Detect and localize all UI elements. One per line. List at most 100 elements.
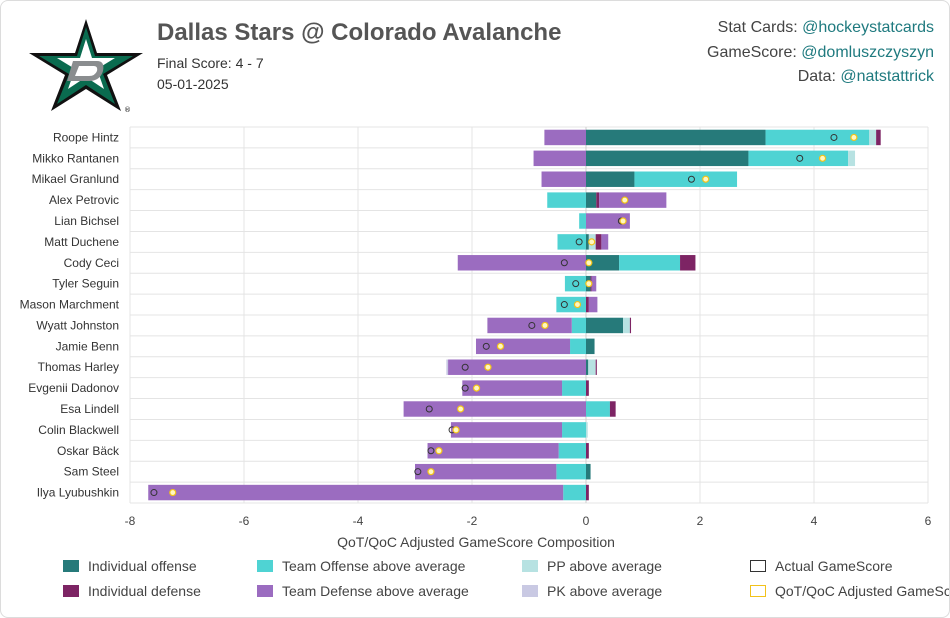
player-name-label: Tyler Seguin: [52, 277, 119, 291]
bar-segment-team-defense-above-average: [448, 359, 586, 375]
bar-segment-team-defense-above-average: [403, 401, 586, 417]
bar-segment-individual-offense: [586, 317, 624, 334]
adjusted-gamescore-marker: [472, 384, 481, 392]
legend-item: QoT/QoC Adjusted GameScore: [750, 583, 950, 599]
credit-handle-link[interactable]: @domluszczyszyn: [801, 44, 934, 61]
player-name-label: Cody Ceci: [64, 256, 119, 270]
adjusted-gamescore-marker: [435, 447, 443, 455]
player-name-label: Mikael Granlund: [32, 172, 119, 186]
x-tick-label: 2: [697, 514, 704, 528]
actual-gamescore-marker: [427, 447, 435, 455]
bar-segment-pk-above-average: [446, 359, 449, 375]
bar-segment-team-defense-above-average: [591, 275, 597, 292]
player-name-label: Jamie Benn: [56, 339, 119, 353]
legend-swatch: [257, 585, 273, 597]
bar-segment-pp-above-average: [869, 129, 877, 146]
adjusted-gamescore-marker: [169, 488, 177, 497]
adjusted-gamescore-marker: [573, 300, 582, 309]
bar-segment-individual-offense: [586, 359, 589, 375]
legend-label: PP above average: [547, 558, 662, 574]
legend-swatch: [257, 560, 273, 572]
credit-label: Data:: [797, 68, 841, 85]
adjusted-gamescore-marker: [452, 426, 460, 434]
bar-segment-team-offense-above-average: [570, 338, 586, 355]
legend-swatch: [522, 585, 538, 597]
credit-stat-cards: Stat Cards: @hockeystatcards: [718, 19, 934, 37]
bar-segment-team-defense-above-average: [427, 443, 559, 459]
legend-label: Actual GameScore: [775, 558, 893, 574]
legend-label: Individual defense: [88, 583, 201, 599]
bar-segment-team-offense-above-average: [586, 401, 610, 417]
bar-segment-team-defense-above-average: [475, 338, 571, 355]
bar-segment-team-offense-above-average: [557, 234, 586, 250]
bar-segment-individual-defense: [596, 192, 600, 208]
bar-segment-team-defense-above-average: [599, 192, 667, 208]
adjusted-gamescore-marker: [541, 321, 549, 330]
bar-segment-team-defense-above-average: [487, 317, 572, 334]
actual-gamescore-marker: [560, 259, 568, 267]
credit-data: Data: @natstattrick: [798, 68, 934, 86]
bar-segment-team-offense-above-average: [556, 296, 586, 313]
bar-segment-team-offense-above-average: [558, 443, 586, 459]
legend-swatch: [522, 560, 538, 572]
bar-segment-individual-offense: [586, 463, 591, 480]
adjusted-gamescore-marker: [702, 175, 710, 183]
player-name-label: Mason Marchment: [20, 298, 120, 312]
bar-segment-team-offense-above-average: [562, 380, 586, 396]
actual-gamescore-marker: [830, 133, 838, 141]
legend-item: Team Offense above average: [257, 558, 465, 574]
bar-segment-team-offense-above-average: [579, 213, 586, 229]
actual-gamescore-marker: [575, 238, 583, 246]
bar-segment-team-offense-above-average: [564, 275, 586, 292]
bar-segment-individual-offense: [586, 192, 597, 208]
player-name-label: Wyatt Johnston: [36, 318, 119, 332]
bar-segment-team-defense-above-average: [450, 422, 563, 438]
bar-segment-individual-defense: [586, 443, 589, 459]
player-name-label: Matt Duchene: [44, 235, 119, 249]
adjusted-gamescore-marker: [619, 217, 627, 225]
final-score: Final Score: 4 - 7: [157, 55, 264, 71]
bar-segment-pp-above-average: [623, 317, 630, 334]
bar-segment-individual-offense: [586, 255, 620, 271]
credit-gamescore: GameScore: @domluszczyszyn: [707, 44, 934, 62]
player-name-label: Lian Bichsel: [54, 214, 119, 228]
bar-segment-pp-above-average: [848, 150, 856, 167]
bar-segment-individual-offense: [586, 234, 589, 250]
bar-segment-team-offense-above-average: [562, 422, 586, 438]
bar-segment-pp-above-average: [588, 359, 596, 375]
adjusted-gamescore-marker: [585, 280, 593, 288]
player-name-label: Roope Hintz: [53, 130, 119, 144]
actual-gamescore-marker: [461, 363, 469, 371]
credit-handle-link[interactable]: @hockeystatcards: [802, 19, 934, 36]
adjusted-gamescore-marker: [457, 405, 465, 413]
legend-label: QoT/QoC Adjusted GameScore: [775, 583, 950, 599]
actual-gamescore-marker: [482, 342, 490, 350]
x-tick-label: -4: [353, 514, 364, 528]
x-tick-label: 0: [583, 514, 590, 528]
bar-segment-team-offense-above-average: [619, 255, 681, 271]
player-name-label: Esa Lindell: [60, 402, 119, 416]
x-tick-label: -8: [125, 514, 136, 528]
bar-segment-individual-defense: [586, 484, 589, 501]
player-name-label: Mikko Rantanen: [32, 151, 119, 165]
bar-segment-individual-defense: [586, 296, 589, 313]
player-name-label: Oskar Bäck: [57, 444, 120, 458]
x-axis-label: QoT/QoC Adjusted GameScore Composition: [337, 534, 615, 550]
bar-segment-team-defense-above-average: [462, 380, 563, 396]
bar-segment-individual-defense: [595, 234, 602, 250]
bar-segment-individual-defense: [595, 359, 597, 375]
bar-segment-team-offense-above-average: [571, 317, 586, 334]
bar-segment-team-defense-above-average: [544, 129, 586, 146]
player-name-label: Sam Steel: [64, 465, 119, 479]
credit-handle-link[interactable]: @natstattrick: [840, 68, 934, 85]
legend-swatch: [750, 560, 766, 572]
legend-item: PP above average: [522, 558, 662, 574]
player-name-label: Alex Petrovic: [49, 193, 119, 207]
adjusted-gamescore-marker: [427, 468, 435, 476]
actual-gamescore-marker: [560, 301, 568, 309]
adjusted-gamescore-marker: [850, 133, 858, 142]
bar-segment-team-offense-above-average: [765, 129, 870, 146]
legend-item: Actual GameScore: [750, 558, 893, 574]
bar-segment-pp-above-average: [586, 422, 588, 438]
x-tick-label: -2: [467, 514, 478, 528]
